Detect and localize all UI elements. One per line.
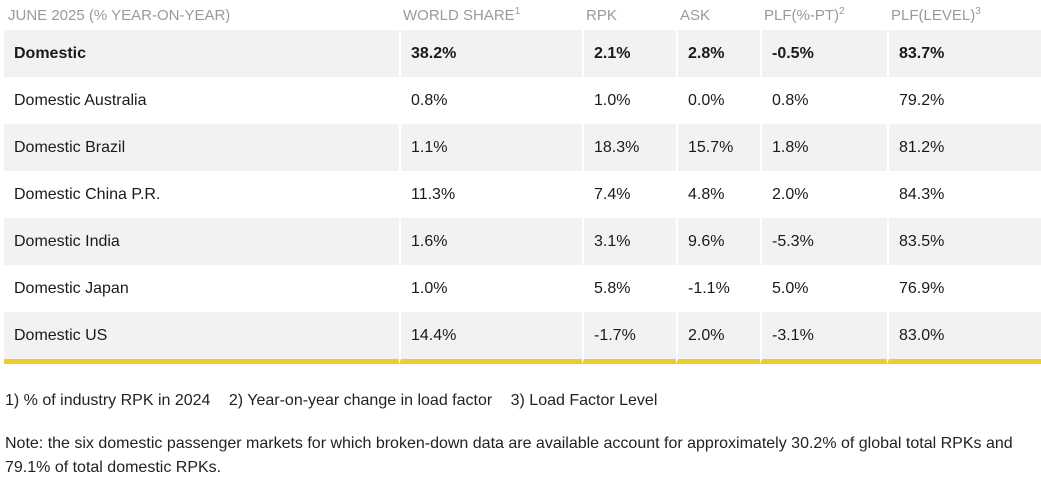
cell-plf-level: 84.3% [887, 171, 1041, 218]
cell-plf-pt: 0.8% [760, 77, 887, 124]
cell-plf-level: 83.7% [887, 30, 1041, 77]
header-plf-pt: PLF(%-PT)2 [764, 6, 845, 24]
cell-rpk: 1.0% [582, 77, 676, 124]
header-world-share: WORLD SHARE1 [403, 6, 521, 24]
table-row: Domestic Australia 0.8% 1.0% 0.0% 0.8% 7… [4, 77, 1041, 124]
cell-market: Domestic Brazil [4, 124, 399, 171]
cell-plf-level: 79.2% [887, 77, 1041, 124]
cell-rpk: 7.4% [582, 171, 676, 218]
table-row: Domestic China P.R. 11.3% 7.4% 4.8% 2.0%… [4, 171, 1041, 218]
cell-world-share: 14.4% [399, 312, 582, 364]
cell-plf-level: 83.0% [887, 312, 1041, 364]
cell-market: Domestic Australia [14, 91, 147, 109]
header-market: JUNE 2025 (% YEAR-ON-YEAR) [8, 6, 231, 24]
coverage-note: Note: the six domestic passenger markets… [5, 435, 1013, 476]
table-row-domestic: Domestic 38.2% 2.1% 2.8% -0.5% 83.7% [4, 30, 1041, 77]
cell-ask: 0.0% [676, 77, 760, 124]
header-rpk: RPK [586, 6, 617, 24]
header-plf-level-sup: 3 [975, 6, 981, 17]
footnote-1: 1) % of industry RPK in 2024 [5, 392, 211, 409]
cell-ask: -1.1% [676, 265, 760, 312]
cell-plf-pt: 2.0% [760, 171, 887, 218]
cell-rpk: 3.1% [582, 218, 676, 265]
domestic-markets-table: JUNE 2025 (% YEAR-ON-YEAR) WORLD SHARE1 … [4, 0, 1041, 364]
cell-world-share: 1.6% [399, 218, 582, 265]
cell-plf-pt: 1.8% [760, 124, 887, 171]
cell-rpk: 5.8% [582, 265, 676, 312]
cell-plf-level: 83.5% [887, 218, 1041, 265]
cell-plf-pt: 5.0% [760, 265, 887, 312]
cell-plf-level: 76.9% [887, 265, 1041, 312]
cell-world-share: 38.2% [399, 30, 582, 77]
cell-market: Domestic [4, 30, 399, 77]
cell-world-share: 0.8% [399, 77, 582, 124]
table-row: Domestic India 1.6% 3.1% 9.6% -5.3% 83.5… [4, 218, 1041, 265]
cell-market: Domestic US [4, 312, 399, 364]
footnote-2: 2) Year-on-year change in load factor [228, 392, 493, 409]
cell-market: Domestic China P.R. [14, 185, 161, 203]
header-plf-pt-sup: 2 [839, 6, 845, 17]
header-ask: ASK [680, 6, 711, 24]
cell-plf-pt: -3.1% [760, 312, 887, 364]
footnotes: 1) % of industry RPK in 2024 2) Year-on-… [5, 392, 671, 410]
table-header-row: JUNE 2025 (% YEAR-ON-YEAR) WORLD SHARE1 … [4, 0, 1041, 30]
cell-plf-level: 81.2% [887, 124, 1041, 171]
cell-ask: 2.8% [676, 30, 760, 77]
cell-rpk: -1.7% [582, 312, 676, 364]
cell-market: Domestic Japan [14, 279, 129, 297]
cell-plf-pt: -0.5% [760, 30, 887, 77]
cell-market: Domestic India [4, 218, 399, 265]
table-row: Domestic US 14.4% -1.7% 2.0% -3.1% 83.0% [4, 312, 1041, 364]
table-row: Domestic Brazil 1.1% 18.3% 15.7% 1.8% 81… [4, 124, 1041, 171]
cell-ask: 2.0% [676, 312, 760, 364]
cell-world-share: 11.3% [399, 171, 582, 218]
table-row: Domestic Japan 1.0% 5.8% -1.1% 5.0% 76.9… [4, 265, 1041, 312]
cell-rpk: 18.3% [582, 124, 676, 171]
header-plf-level: PLF(LEVEL)3 [891, 6, 981, 24]
footnote-3: 3) Load Factor Level [510, 392, 658, 409]
cell-plf-pt: -5.3% [760, 218, 887, 265]
cell-ask: 15.7% [676, 124, 760, 171]
cell-world-share: 1.0% [399, 265, 582, 312]
header-world-share-sup: 1 [514, 6, 521, 17]
cell-ask: 4.8% [676, 171, 760, 218]
cell-world-share: 1.1% [399, 124, 582, 171]
cell-ask: 9.6% [676, 218, 760, 265]
cell-rpk: 2.1% [582, 30, 676, 77]
